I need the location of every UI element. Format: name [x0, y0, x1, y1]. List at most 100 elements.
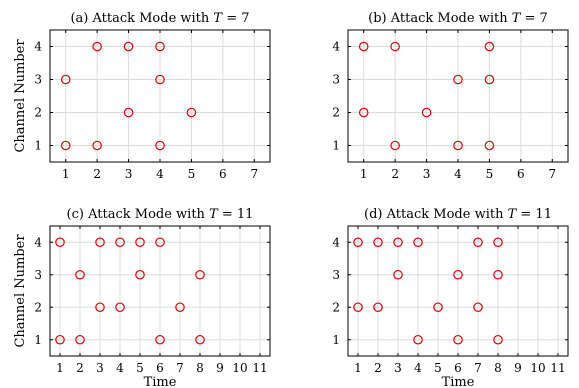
chart-panel-1: (b) Attack Mode with T = 7 1 2 3 4 5 6 7 1 2 3 4	[332, 11, 569, 181]
data-point	[373, 302, 383, 313]
x-tick-label: 4	[454, 167, 462, 181]
data-point	[195, 334, 205, 345]
data-point	[373, 237, 383, 248]
y-tick-label: 1	[332, 139, 340, 153]
chart-panel-2: (c) Attack Mode with T = 111 2 3 4 5 6 7 8 9 10 11…	[13, 207, 271, 388]
y-tick-label: 4	[34, 40, 42, 54]
x-tick-label: 11	[252, 361, 267, 375]
x-tick-label: 1	[360, 167, 368, 181]
x-tick-label: 7	[176, 361, 184, 375]
x-tick-label: 3	[394, 361, 402, 375]
data-point	[186, 107, 197, 118]
data-point	[390, 140, 400, 151]
data-point	[493, 269, 503, 280]
chart-title-1: (b) Attack Mode with T = 7	[368, 11, 548, 26]
x-tick-label: 4	[116, 361, 124, 375]
data-point	[175, 302, 185, 313]
x-tick-label: 2	[76, 361, 84, 375]
x-tick-label: 5	[486, 167, 494, 181]
data-point	[390, 41, 400, 52]
data-point	[453, 334, 463, 345]
data-point	[123, 107, 134, 118]
x-tick-label: 9	[216, 361, 224, 375]
chart-panel-0: (a) Attack Mode with T = 7 1 2 3 4 5 6 7 1 2 3 4 Cha…	[13, 11, 271, 181]
data-point	[95, 237, 105, 248]
x-tick-label: 9	[514, 361, 522, 375]
data-point	[195, 269, 205, 280]
data-point	[473, 302, 483, 313]
x-tick-label: 8	[494, 361, 502, 375]
y-tick-label: 4	[332, 235, 340, 249]
data-point	[453, 269, 463, 280]
y-tick-label: 1	[34, 139, 42, 153]
data-point	[393, 237, 403, 248]
x-tick-label: 10	[530, 361, 545, 375]
x-tick-label: 1	[56, 361, 64, 375]
x-tick-label: 6	[517, 167, 525, 181]
data-point	[115, 302, 125, 313]
data-point	[421, 107, 432, 118]
data-point	[433, 302, 443, 313]
data-point	[493, 237, 503, 248]
x-tick-label: 6	[219, 167, 227, 181]
data-point	[155, 140, 165, 151]
y-tick-label: 1	[332, 333, 340, 347]
x-tick-label: 11	[550, 361, 565, 375]
x-tick-label: 3	[96, 361, 104, 375]
data-point	[135, 237, 145, 248]
data-point	[453, 140, 463, 151]
chart-panel-3: (d) Attack Mode with T = 111 2 3 4 5 6 7 8 9 10 11…	[332, 207, 569, 388]
data-point	[358, 41, 369, 52]
chart-title-2: (c) Attack Mode with T = 11	[67, 207, 254, 222]
x-tick-label: 4	[156, 167, 164, 181]
y-tick-label: 3	[34, 73, 42, 87]
data-point	[155, 74, 165, 85]
x-tick-label: 7	[474, 361, 482, 375]
y-tick-label: 1	[34, 333, 42, 347]
y-tick-label: 2	[34, 106, 42, 120]
x-tick-label: 5	[136, 361, 144, 375]
data-point	[484, 41, 495, 52]
data-point	[155, 237, 165, 248]
y-tick-label: 2	[332, 106, 340, 120]
x-tick-label: 2	[391, 167, 399, 181]
data-point	[155, 334, 165, 345]
x-tick-label: 3	[423, 167, 431, 181]
x-tick-label: 1	[62, 167, 70, 181]
data-point	[358, 107, 369, 118]
data-point	[453, 74, 463, 85]
x-tick-label: 6	[454, 361, 462, 375]
data-point	[484, 74, 495, 85]
data-point	[55, 334, 65, 345]
data-point	[484, 140, 495, 151]
data-point	[75, 269, 85, 280]
data-point	[95, 302, 105, 313]
x-tick-label: 3	[125, 167, 133, 181]
data-point	[353, 302, 363, 313]
x-tick-label: 7	[548, 167, 556, 181]
y-tick-label: 3	[332, 268, 340, 282]
data-point	[92, 140, 102, 151]
y-axis-label: Channel Number	[13, 234, 28, 348]
y-tick-label: 4	[34, 235, 42, 249]
y-tick-label: 3	[332, 73, 340, 87]
x-tick-label: 7	[250, 167, 258, 181]
data-point	[92, 41, 102, 52]
data-point	[393, 269, 403, 280]
data-point	[135, 269, 145, 280]
x-axis-label: Time	[144, 375, 177, 388]
y-tick-label: 3	[34, 268, 42, 282]
chart-title-0: (a) Attack Mode with T = 7	[70, 11, 249, 26]
data-point	[353, 237, 363, 248]
x-tick-label: 2	[93, 167, 101, 181]
data-point	[60, 140, 71, 151]
x-tick-label: 6	[156, 361, 164, 375]
x-tick-label: 2	[374, 361, 382, 375]
data-point	[55, 237, 65, 248]
data-point	[493, 334, 503, 345]
data-point	[413, 237, 423, 248]
x-tick-label: 4	[414, 361, 422, 375]
y-tick-label: 2	[332, 300, 340, 314]
chart-title-3: (d) Attack Mode with T = 11	[364, 207, 552, 222]
